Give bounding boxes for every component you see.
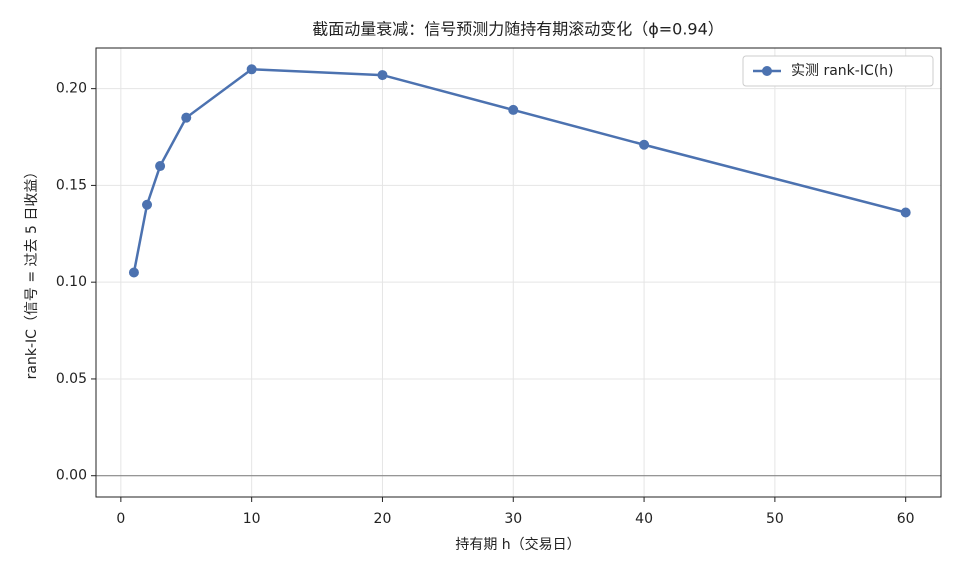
y-tick-label: 0.15 [56, 177, 87, 193]
legend-marker [762, 66, 772, 76]
data-point [181, 112, 192, 123]
chart-title: 截面动量衰减：信号预测力随持有期滚动变化（ϕ=0.94） [312, 20, 724, 39]
x-tick-label: 40 [635, 511, 653, 527]
data-point [128, 267, 139, 278]
y-tick-label: 0.05 [56, 371, 87, 387]
x-axis-label: 持有期 h（交易日） [455, 536, 580, 553]
y-axis-label: rank-IC（信号 = 过去 5 日收益） [24, 165, 40, 380]
legend: 实测 rank-IC(h) [742, 55, 934, 87]
data-point [508, 104, 519, 115]
data-point [142, 199, 153, 210]
data-point [900, 207, 911, 218]
data-point [377, 70, 388, 81]
data-point [246, 64, 257, 75]
y-tick-label: 0.10 [56, 274, 87, 290]
x-tick-label: 50 [766, 511, 784, 527]
legend-label: 实测 rank-IC(h) [791, 63, 894, 79]
data-point [155, 161, 166, 172]
y-tick-label: 0.20 [56, 81, 87, 97]
y-tick-label: 0.00 [56, 468, 87, 484]
x-tick-label: 0 [116, 511, 125, 527]
x-tick-label: 10 [243, 511, 261, 527]
x-tick-label: 30 [504, 511, 522, 527]
x-tick-label: 20 [374, 511, 392, 527]
data-point [639, 139, 650, 150]
x-tick-label: 60 [897, 511, 915, 527]
series-line [132, 68, 906, 273]
legend-box [742, 55, 934, 87]
plot-frame [95, 47, 942, 498]
